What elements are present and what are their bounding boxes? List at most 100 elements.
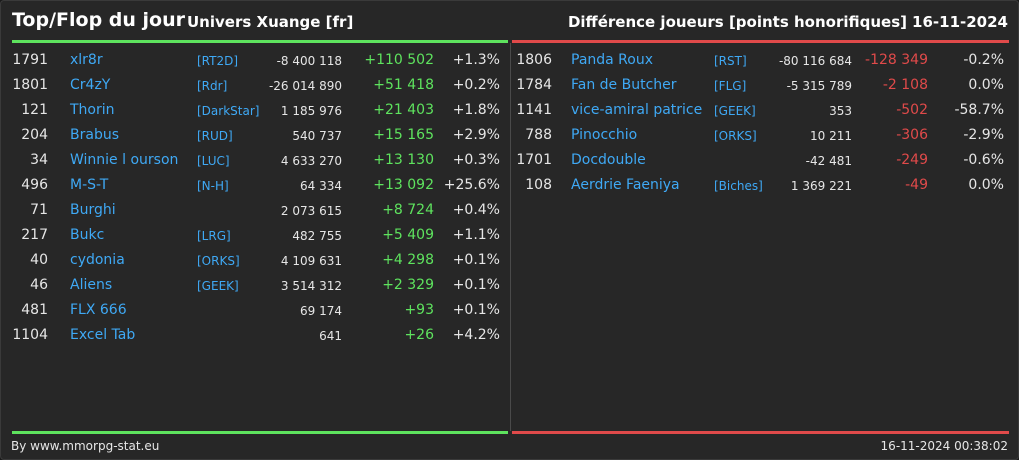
universe-label: Univers Xuange [fr] [187,13,354,31]
alliance-link[interactable]: [LRG] [197,229,231,243]
percent-change: +1.3% [452,52,500,68]
player-points: -42 481 [805,154,852,168]
list-item: 34 Winnie l ourson [LUC] 4 633 270 +13 130 +0… [12,149,508,174]
player-points: 64 334 [300,179,342,193]
alliance-link[interactable]: [ORKS] [197,254,240,268]
player-name-link[interactable]: Winnie l ourson [70,152,179,168]
player-points: 2 073 615 [280,204,342,218]
player-name-link[interactable]: Docdouble [571,152,646,168]
player-points: 641 [319,329,342,343]
date-label: 16-11-2024 [912,13,1008,31]
list-item: 121 Thorin [DarkStar] 1 185 976 +21 403 +1.8% [12,99,508,124]
player-name-link[interactable]: cydonia [70,252,125,268]
player-points: 482 755 [292,229,342,243]
header: Top/Flop du jour Univers Xuange [fr] Dif… [1,1,1018,41]
player-rank: 481 [21,302,48,318]
player-rank: 71 [30,202,48,218]
points-difference: -128 349 [865,52,928,68]
list-item: 496 M-S-T [N-H] 64 334 +13 092 +25.6% [12,174,508,199]
player-points: 4 109 631 [280,254,342,268]
points-difference: +5 409 [382,227,434,243]
points-difference: +13 092 [373,177,434,193]
list-item: 1104 Excel Tab 641 +26 +4.2% [12,324,508,349]
player-name-link[interactable]: Bukc [70,227,105,243]
player-name-link[interactable]: Excel Tab [70,327,136,343]
bottom-accent-bar-red [512,431,1009,434]
points-difference: -49 [905,177,928,193]
points-difference: +93 [404,302,434,318]
list-item: 1141 vice-amiral patrice [GEEK] 353 -502 -58.… [512,99,1009,124]
percent-change: -2.9% [963,127,1004,143]
alliance-link[interactable]: [N-H] [197,179,229,193]
percent-change: 0.0% [968,77,1004,93]
percent-change: -0.6% [963,152,1004,168]
player-points: -26 014 890 [268,79,342,93]
player-name-link[interactable]: FLX 666 [70,302,127,318]
player-points: 10 211 [810,129,852,143]
points-difference: -306 [896,127,928,143]
player-rank: 217 [21,227,48,243]
player-name-link[interactable]: Panda Roux [571,52,654,68]
page-title: Top/Flop du jour [12,9,185,31]
percent-change: +4.2% [452,327,500,343]
player-points: -80 116 684 [778,54,852,68]
alliance-link[interactable]: [ORKS] [714,129,757,143]
player-name-link[interactable]: Fan de Butcher [571,77,677,93]
list-item: 108 Aerdrie Faeniya [Biches] 1 369 221 -49 0.… [512,174,1009,199]
points-difference: +8 724 [382,202,434,218]
player-name-link[interactable]: vice-amiral patrice [571,102,703,118]
player-name-link[interactable]: Aliens [70,277,113,293]
player-name-link[interactable]: Aerdrie Faeniya [571,177,680,193]
player-points: 353 [829,104,852,118]
list-item: 1801 Cr4zY [Rdr] -26 014 890 +51 418 +0.2% [12,74,508,99]
player-name-link[interactable]: xlr8r [70,52,103,68]
points-difference: -502 [896,102,928,118]
player-points: 69 174 [300,304,342,318]
points-difference: +110 502 [364,52,434,68]
alliance-link[interactable]: [GEEK] [714,104,756,118]
list-item: 204 Brabus [RUD] 540 737 +15 165 +2.9% [12,124,508,149]
player-name-link[interactable]: M-S-T [70,177,109,193]
alliance-link[interactable]: [DarkStar] [197,104,260,118]
list-item: 1806 Panda Roux [RST] -80 116 684 -128 349 -0… [512,49,1009,74]
player-rank: 1701 [516,152,552,168]
player-rank: 1784 [516,77,552,93]
top-accent-bar-green [12,40,508,43]
player-name-link[interactable]: Pinocchio [571,127,638,143]
points-difference: +26 [404,327,434,343]
player-rank: 1806 [516,52,552,68]
alliance-link[interactable]: [RUD] [197,129,233,143]
player-rank: 40 [30,252,48,268]
player-rank: 121 [21,102,48,118]
top-accent-bar-red [512,40,1009,43]
alliance-link[interactable]: [Rdr] [197,79,228,93]
alliance-link[interactable]: [RST] [714,54,747,68]
player-name-link[interactable]: Brabus [70,127,119,143]
percent-change: +0.3% [452,152,500,168]
points-difference: +13 130 [373,152,434,168]
player-name-link[interactable]: Burghi [70,202,116,218]
player-name-link[interactable]: Thorin [70,102,115,118]
alliance-link[interactable]: [LUC] [197,154,230,168]
alliance-link[interactable]: [Biches] [714,179,763,193]
alliance-link[interactable]: [RT2D] [197,54,239,68]
percent-change: +0.4% [452,202,500,218]
points-difference: +51 418 [373,77,434,93]
percent-change: 0.0% [968,177,1004,193]
list-item: 481 FLX 666 69 174 +93 +0.1% [12,299,508,324]
player-points: 1 185 976 [280,104,342,118]
player-points: 4 633 270 [280,154,342,168]
player-points: 1 369 221 [790,179,852,193]
points-difference: -2 108 [882,77,928,93]
player-name-link[interactable]: Cr4zY [70,77,111,93]
percent-change: +0.2% [452,77,500,93]
percent-change: +1.8% [452,102,500,118]
alliance-link[interactable]: [GEEK] [197,279,239,293]
player-rank: 1791 [12,52,48,68]
player-points: 540 737 [292,129,342,143]
percent-change: +2.9% [452,127,500,143]
points-difference: +15 165 [373,127,434,143]
credit-link[interactable]: By www.mmorpg-stat.eu [11,439,160,453]
alliance-link[interactable]: [FLG] [714,79,747,93]
